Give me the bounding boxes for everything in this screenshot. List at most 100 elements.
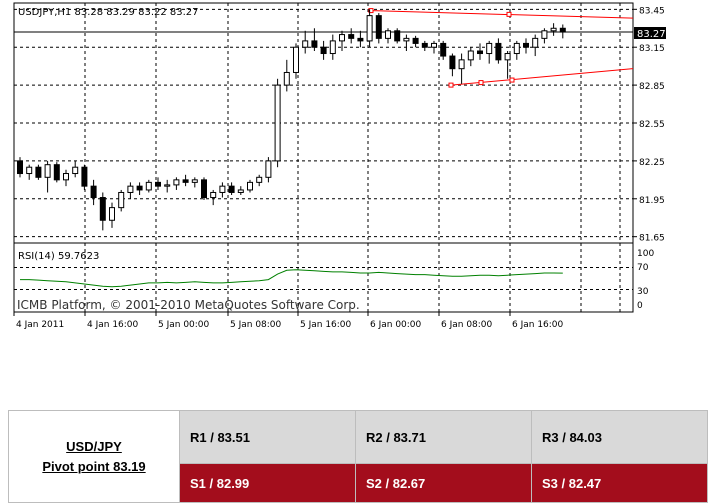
trendline-anchor xyxy=(448,82,454,88)
time-tick-label: 6 Jan 00:00 xyxy=(370,320,422,330)
candle-body xyxy=(247,181,253,191)
trendline-anchor xyxy=(509,77,515,83)
price-tick-label: 82.55 xyxy=(639,120,665,130)
trendlines xyxy=(368,8,634,88)
grid xyxy=(14,3,633,312)
candle-body xyxy=(63,173,69,181)
candle-body xyxy=(366,15,373,42)
time-tick-label: 4 Jan 16:00 xyxy=(87,320,139,330)
axes: 83.45 83.15 82.85 82.55 82.25 81.95 81.65 4 Jan… xyxy=(13,6,665,330)
r1-cell: R1 / 83.51 xyxy=(179,410,356,464)
candle-body xyxy=(136,185,143,191)
candle-body xyxy=(17,160,23,175)
symbol-info: USDJPY,H1 83.28 83.29 83.22 83.27 xyxy=(18,7,199,18)
candle-body xyxy=(403,37,410,42)
rsi-tick-label: 0 xyxy=(637,301,643,311)
pivot-pair-cell: USD/JPY Pivot point 83.19 xyxy=(8,410,180,503)
candle-body xyxy=(320,46,327,55)
candle-body xyxy=(431,42,437,48)
candle-body xyxy=(559,27,566,33)
candle-body xyxy=(145,181,152,191)
candle-body xyxy=(412,37,419,44)
time-tick-label: 5 Jan 16:00 xyxy=(300,320,352,330)
candle-body xyxy=(219,185,226,193)
current-price-label: 83.27 xyxy=(637,29,666,40)
candle-body xyxy=(99,197,106,221)
candle-body xyxy=(44,164,51,178)
candle-body xyxy=(495,42,502,61)
time-tick-label: 4 Jan 2011 xyxy=(16,320,64,330)
candle-body xyxy=(155,181,161,187)
time-tick-label: 5 Jan 08:00 xyxy=(230,320,282,330)
pivot-pair: USD/JPY xyxy=(66,438,122,454)
trendline-anchor xyxy=(506,11,512,17)
candle-body xyxy=(513,42,520,55)
candle-body xyxy=(210,191,217,199)
s3-cell: S3 / 82.47 xyxy=(531,463,708,503)
r2-cell: R2 / 83.71 xyxy=(355,410,532,464)
pivot-table: USD/JPY Pivot point 83.19 R1 / 83.51 R2 … xyxy=(8,410,708,503)
price-tick-label: 82.85 xyxy=(639,82,665,92)
current-price-box xyxy=(634,27,666,39)
price-tick-label: 83.15 xyxy=(639,44,665,54)
candle-body xyxy=(532,37,539,48)
candle-body xyxy=(81,166,88,187)
candle-body xyxy=(385,30,391,39)
candle-body xyxy=(421,42,428,48)
candle-body xyxy=(109,207,115,221)
candle-body xyxy=(173,179,180,186)
time-tick-label: 5 Jan 00:00 xyxy=(158,320,210,330)
candle-body xyxy=(127,185,134,193)
candle-body xyxy=(228,185,235,193)
candle-body xyxy=(467,50,474,61)
copyright-watermark: ICMB Platform, © 2001-2010 MetaQuotes So… xyxy=(17,298,360,312)
candle-body xyxy=(302,40,309,48)
candle-body xyxy=(375,15,382,39)
candle-body xyxy=(26,166,33,175)
price-chart: 83.45 83.15 82.85 82.55 82.25 81.95 81.65 4 Jan… xyxy=(13,2,666,330)
candle-body xyxy=(504,53,511,61)
candle-body xyxy=(265,160,272,178)
s2-cell: S2 / 82.67 xyxy=(355,463,532,503)
rsi-label: RSI(14) 59.7623 xyxy=(18,251,99,262)
candle-body xyxy=(541,30,548,39)
trendline-anchor xyxy=(478,80,484,86)
candle-body xyxy=(477,50,483,55)
price-tick-label: 83.45 xyxy=(639,6,665,16)
time-tick-label: 6 Jan 16:00 xyxy=(512,320,564,330)
time-tick-label: 6 Jan 08:00 xyxy=(441,320,493,330)
price-tick-label: 81.95 xyxy=(639,196,665,206)
pivot-point: Pivot point 83.19 xyxy=(42,458,146,474)
candle-body xyxy=(440,42,447,57)
candle-body xyxy=(256,176,263,183)
candle-body xyxy=(237,189,244,193)
candle-body xyxy=(348,34,355,39)
candle-body xyxy=(458,59,465,70)
s1-cell: S1 / 82.99 xyxy=(179,463,356,503)
candle-body xyxy=(311,40,318,48)
candle-body xyxy=(72,166,79,175)
candle-body xyxy=(35,166,42,178)
rsi-tick-label: 70 xyxy=(637,263,649,273)
candle-body xyxy=(486,42,493,55)
price-tick-label: 81.65 xyxy=(639,234,665,244)
candle-body xyxy=(90,185,97,199)
candle-body xyxy=(53,164,60,181)
rsi-line xyxy=(20,269,563,288)
candle-body xyxy=(164,184,171,187)
candle-body xyxy=(118,191,125,209)
candle-body xyxy=(523,42,529,48)
price-tick-label: 82.25 xyxy=(639,158,665,168)
candle-body xyxy=(329,40,336,55)
candle-body xyxy=(182,179,189,183)
rsi-tick-label: 100 xyxy=(637,249,654,259)
candle-body xyxy=(394,30,401,42)
candle-body xyxy=(339,34,345,42)
candle-body xyxy=(293,46,299,73)
candle-body xyxy=(283,71,290,86)
rsi-tick-label: 30 xyxy=(637,287,649,297)
upper-trendline xyxy=(370,10,634,19)
trendline-anchor xyxy=(368,8,374,14)
candle-body xyxy=(191,179,198,183)
candle-body xyxy=(274,84,281,162)
